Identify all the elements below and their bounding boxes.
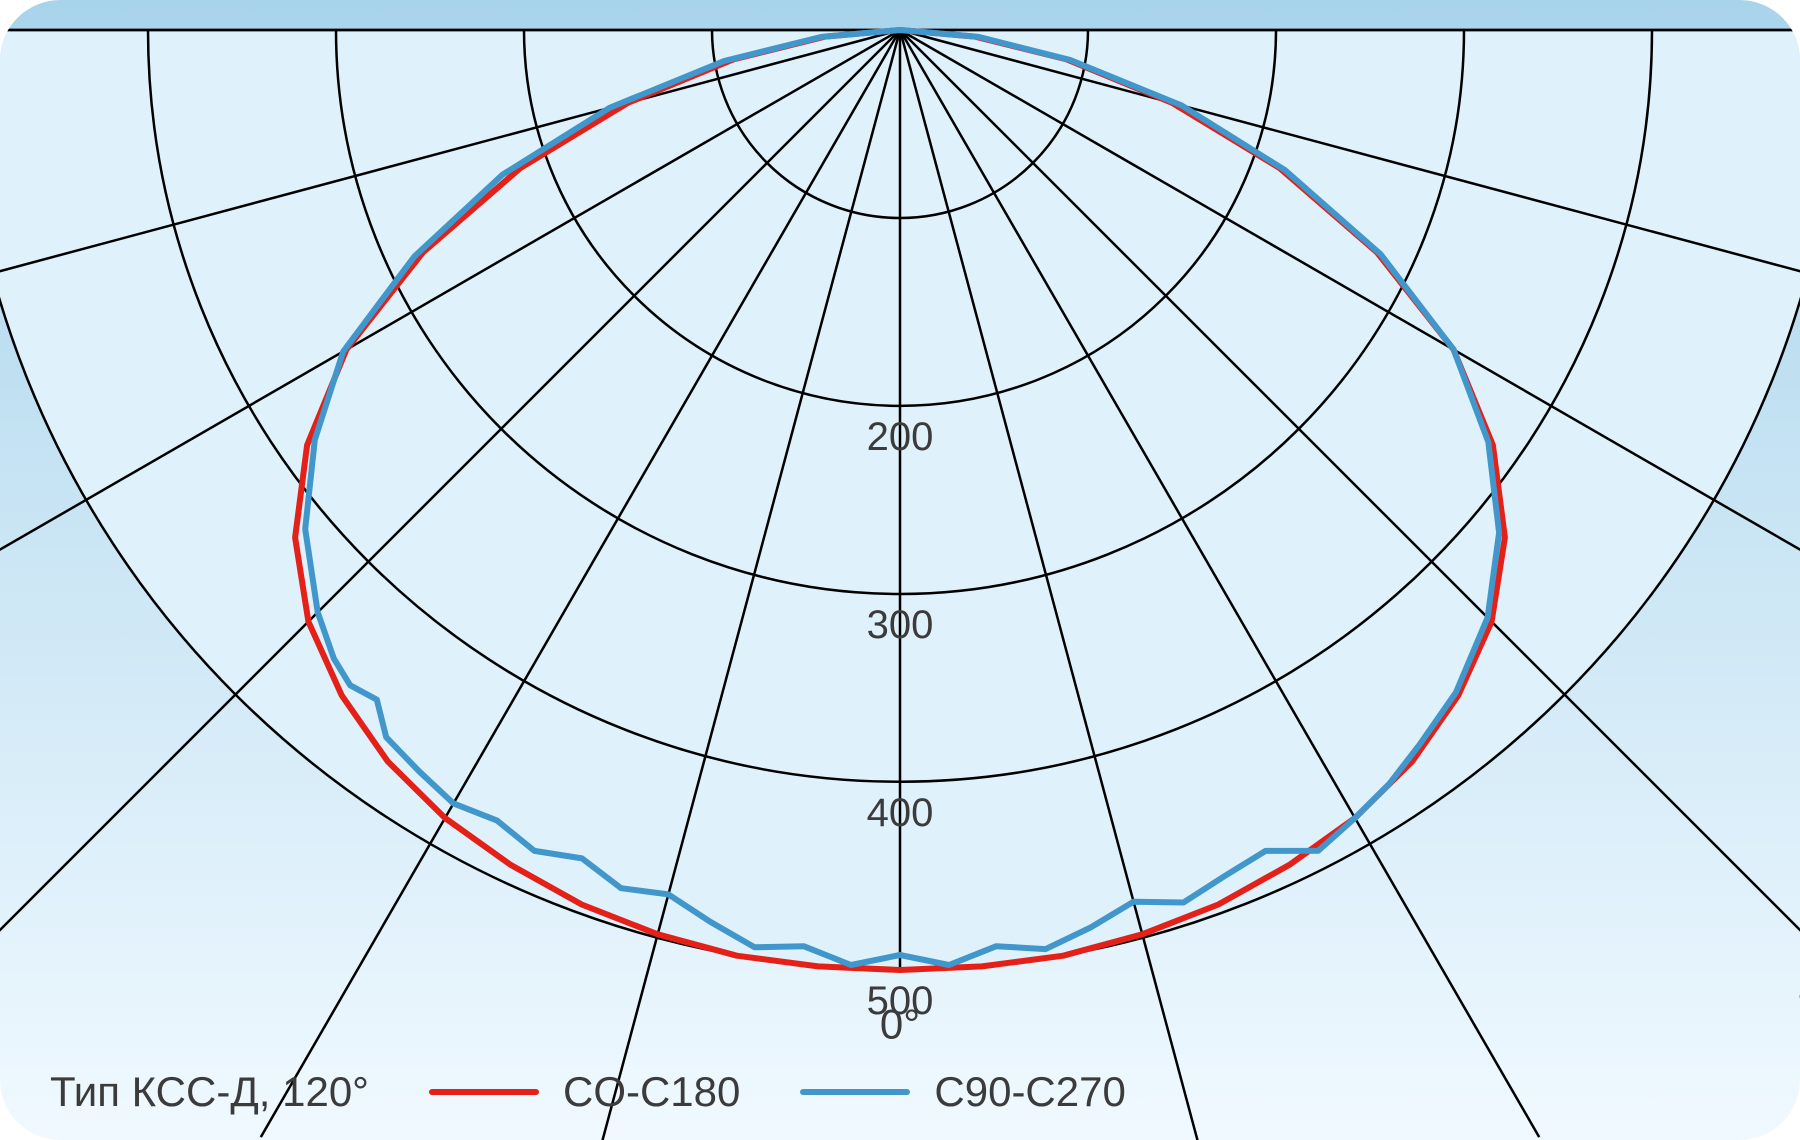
legend-label-1: C90-C270 xyxy=(934,1068,1125,1116)
polar-chart-container: 20030040050090°75°60°45°30°15°0°90°75°60… xyxy=(0,0,1800,1140)
legend: Тип КСС-Д, 120° CO-C180 C90-C270 xyxy=(0,1068,1800,1116)
angle-label: 45° xyxy=(0,967,1,1014)
angle-label: 0° xyxy=(880,1000,920,1047)
legend-swatch-0 xyxy=(429,1089,539,1095)
legend-title: Тип КСС-Д, 120° xyxy=(50,1068,369,1116)
legend-label-0: CO-C180 xyxy=(563,1068,740,1116)
polar-chart-svg: 20030040050090°75°60°45°30°15°0°90°75°60… xyxy=(0,0,1800,1140)
radial-tick-label: 200 xyxy=(867,415,934,459)
legend-item-1: C90-C270 xyxy=(800,1068,1125,1116)
legend-item-0: CO-C180 xyxy=(429,1068,740,1116)
radial-tick-label: 400 xyxy=(867,791,934,835)
radial-tick-label: 300 xyxy=(867,603,934,647)
legend-swatch-1 xyxy=(800,1089,910,1095)
